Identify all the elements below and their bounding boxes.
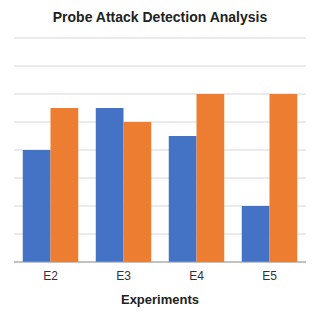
x-tick-label: E2 (43, 269, 58, 283)
bar (242, 206, 270, 262)
chart-svg: E2 E3 E4 E5 Experiments Probe Attack Detectio… (0, 0, 320, 320)
bar (197, 94, 225, 262)
x-axis-label: Experiments (121, 292, 199, 307)
bar (23, 150, 51, 262)
chart-title: Probe Attack Detection Analysis (53, 9, 268, 25)
grid-line (14, 38, 306, 39)
page: {"chart_data": {"type": "bar", "title": … (0, 0, 320, 320)
grid-line (14, 262, 306, 263)
bar (270, 94, 298, 262)
bars (23, 94, 297, 262)
x-axis-line (14, 262, 306, 263)
x-tick-label: E5 (262, 269, 277, 283)
x-tick-label: E4 (189, 269, 204, 283)
grid-line (14, 94, 306, 95)
chart-container: E2 E3 E4 E5 Experiments Probe Attack Detectio… (0, 0, 320, 320)
bar (51, 108, 79, 262)
grid-line (14, 66, 306, 67)
bar (124, 122, 152, 262)
bar (169, 136, 197, 262)
bar (96, 108, 124, 262)
x-tick-label: E3 (116, 269, 131, 283)
